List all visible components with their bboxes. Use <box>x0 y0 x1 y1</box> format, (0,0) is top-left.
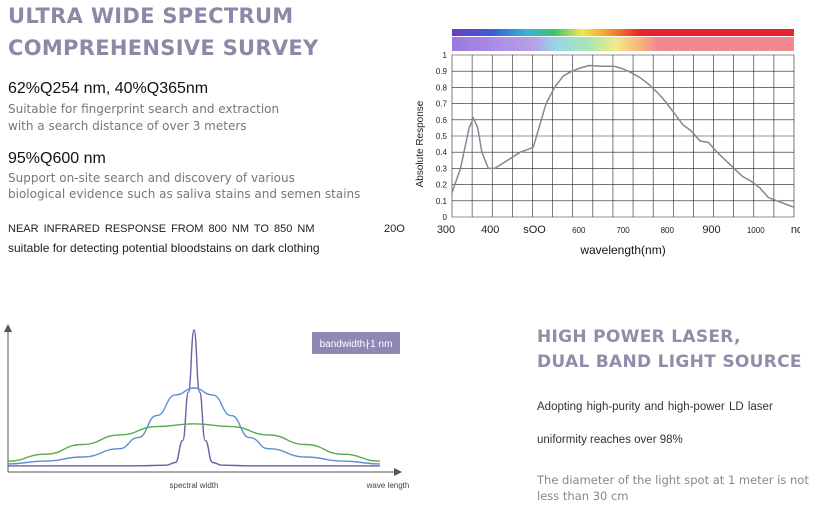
x-tick-label: 1000 <box>747 226 765 235</box>
laser-line-3a: The diameter of the light spot at 1 mete… <box>537 473 809 487</box>
y-tick-label: 0.5 <box>436 132 448 141</box>
response-curve <box>451 64 795 209</box>
laser-line-2: uniformity reaches over 98% <box>537 434 683 446</box>
y-tick-label: 0.9 <box>436 67 448 76</box>
x-tick-labels: 300 400 sOO 600 700 800 900 1000 noo <box>437 224 800 236</box>
spec-visible-desc-1: Support on-site search and discovery of … <box>8 171 295 185</box>
nir-code: 20O <box>384 223 405 235</box>
heading-dual-band: DUAL BAND LIGHT SOURCE <box>537 352 802 372</box>
spectrum-band <box>452 37 794 51</box>
x-tick-label: 400 <box>481 224 499 236</box>
y-tick-label: 0.6 <box>436 116 448 125</box>
y-tick-label: 0.7 <box>436 100 448 109</box>
y-tick-labels: 0 0.1 0.2 0.3 0.4 0.5 0.6 0.7 0.8 0.9 1 <box>436 51 448 222</box>
y-tick-label: 1 <box>443 51 448 60</box>
x-tick-label: 300 <box>437 224 455 236</box>
bandwidth-chart: bandwidth∤1 nm spectral width wave lengt… <box>4 324 410 490</box>
y-tick-label: 0.8 <box>436 83 448 92</box>
y-tick-label: 0.2 <box>436 181 448 190</box>
y-tick-label: 0.4 <box>436 148 448 157</box>
spec-visible: 95%Q600 nm <box>8 150 106 167</box>
x-tick-label: sOO <box>523 224 546 236</box>
y-axis-label: Absolute Response <box>415 100 426 187</box>
bandwidth-badge-bg <box>312 332 400 354</box>
nir-line: NEAR INFRARED RESPONSE FROM 800 NM TO 85… <box>8 223 315 235</box>
laser-line-3b: less than 30 cm <box>537 489 629 503</box>
y-tick-label: 0.3 <box>436 164 448 173</box>
bandwidth-badge: bandwidth∤1 nm <box>320 339 393 350</box>
x-tick-label: 700 <box>616 226 630 235</box>
x-tick-label: 600 <box>572 226 586 235</box>
spec-uv: 62%Q254 nm, 40%Q365nm <box>8 80 209 97</box>
heading-high-power: HIGH POWER LASER, <box>537 327 741 347</box>
spec-uv-desc-1: Suitable for fingerprint search and extr… <box>8 102 280 116</box>
bandwidth-curve-1 <box>7 329 381 467</box>
x-tick-label: 900 <box>702 224 720 236</box>
spectrum-band-top <box>452 29 794 36</box>
heading-ultra-wide: ULTRA WIDE SPECTRUM <box>8 4 294 28</box>
laser-line-1: Adopting high-purity and high-power LD l… <box>537 401 773 413</box>
bandwidth-curve-2 <box>7 387 381 465</box>
spec-visible-desc-2: biological evidence such as saliva stain… <box>8 187 361 201</box>
chart-grid <box>451 54 795 218</box>
spec-uv-desc-2: with a search distance of over 3 meters <box>8 119 247 133</box>
x-tick-label: 800 <box>661 226 675 235</box>
bandwidth-series <box>7 329 381 467</box>
response-chart: 0 0.1 0.2 0.3 0.4 0.5 0.6 0.7 0.8 0.9 1 300 400 sOO 6… <box>415 29 800 257</box>
y-tick-label: 0 <box>443 213 448 222</box>
wave-length-label: wave length <box>366 481 410 490</box>
bandwidth-curve-3 <box>7 423 381 462</box>
nir-desc: suitable for detecting potential bloodst… <box>8 241 320 255</box>
x-tick-label: noo <box>791 224 800 236</box>
spectral-width-label: spectral width <box>170 481 219 490</box>
heading-comprehensive: COMPREHENSIVE SURVEY <box>8 36 319 60</box>
y-tick-label: 0.1 <box>436 197 448 206</box>
x-axis-label: wavelength(nm) <box>579 243 665 257</box>
